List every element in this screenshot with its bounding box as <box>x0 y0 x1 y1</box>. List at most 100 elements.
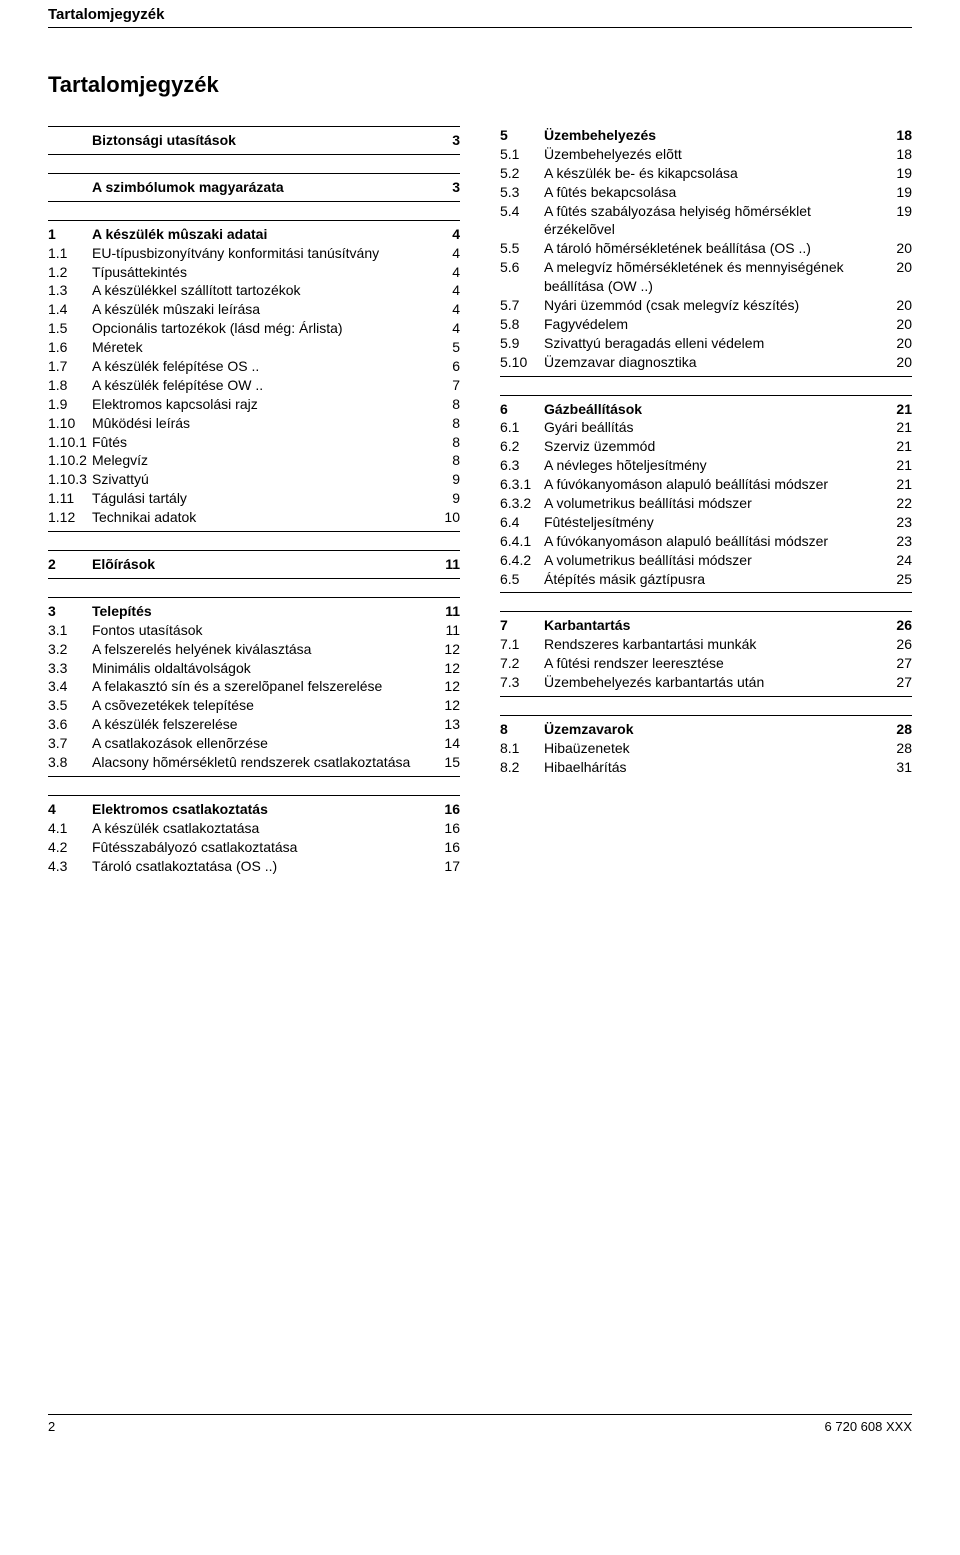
page-footer: 2 6 720 608 XXX <box>48 1414 912 1434</box>
toc-entry-page: 11 <box>432 621 460 640</box>
toc-entry-title: Karbantartás <box>544 616 884 635</box>
toc-row: 7.2A fûtési rendszer leeresztése27 <box>500 654 912 673</box>
toc-entry-number: 5.5 <box>500 239 544 258</box>
toc-entry-title: Alacsony hõmérsékletû rendszerek csatlak… <box>92 753 432 772</box>
toc-row: 3.5A csõvezetékek telepítése12 <box>48 696 460 715</box>
toc-entry-page: 16 <box>432 819 460 838</box>
toc-section: 3Telepítés113.1Fontos utasítások113.2A f… <box>48 597 460 777</box>
toc-left-column: Biztonsági utasítások3 A szimbólumok magy… <box>48 126 460 894</box>
toc-entry-page: 4 <box>432 281 460 300</box>
toc-entry-number: 6.3.1 <box>500 475 544 494</box>
toc-entry-title: A felakasztó sín és a szerelõpanel felsz… <box>92 677 432 696</box>
toc-row: 5.6A melegvíz hõmérsékletének és mennyis… <box>500 258 912 296</box>
toc-entry-page: 20 <box>884 239 912 258</box>
toc-row: 5Üzembehelyezés18 <box>500 126 912 145</box>
toc-row: 4.3Tároló csatlakoztatása (OS ..)17 <box>48 857 460 876</box>
toc-row: 4.1A készülék csatlakoztatása16 <box>48 819 460 838</box>
toc-entry-page: 20 <box>884 296 912 315</box>
toc-entry-number: 5.4 <box>500 202 544 221</box>
toc-entry-page: 9 <box>432 489 460 508</box>
toc-entry-number: 1.10 <box>48 414 92 433</box>
toc-entry-page: 28 <box>884 739 912 758</box>
toc-entry-number: 1.7 <box>48 357 92 376</box>
toc-entry-title: Elektromos kapcsolási rajz <box>92 395 432 414</box>
toc-entry-number: 4.1 <box>48 819 92 838</box>
toc-entry-title: Tágulási tartály <box>92 489 432 508</box>
toc-entry-number: 6.4 <box>500 513 544 532</box>
toc-entry-number: 5.10 <box>500 353 544 372</box>
toc-entry-page: 21 <box>884 475 912 494</box>
toc-entry-title: A készülék be- és kikapcsolása <box>544 164 884 183</box>
toc-entry-title: Elõírások <box>92 555 432 574</box>
toc-entry-page: 26 <box>884 616 912 635</box>
toc-entry-title: A készülék felépítése OW .. <box>92 376 432 395</box>
toc-entry-number: 1.5 <box>48 319 92 338</box>
toc-row: 4.2Fûtésszabályozó csatlakoztatása16 <box>48 838 460 857</box>
toc-entry-page: 19 <box>884 164 912 183</box>
toc-entry-page: 15 <box>432 753 460 772</box>
toc-entry-page: 18 <box>884 145 912 164</box>
toc-row: 3.4A felakasztó sín és a szerelõpanel fe… <box>48 677 460 696</box>
toc-columns: Biztonsági utasítások3 A szimbólumok magy… <box>48 126 912 894</box>
toc-entry-page: 4 <box>432 244 460 263</box>
toc-section: 5Üzembehelyezés185.1Üzembehelyezés elõtt… <box>500 126 912 377</box>
toc-row: 6.3.1A fúvókanyomáson alapuló beállítási… <box>500 475 912 494</box>
toc-entry-title: Biztonsági utasítások <box>92 131 432 150</box>
toc-entry-title: A csatlakozások ellenõrzése <box>92 734 432 753</box>
toc-row: 3Telepítés11 <box>48 602 460 621</box>
toc-entry-page: 20 <box>884 315 912 334</box>
toc-row: 1A készülék mûszaki adatai4 <box>48 225 460 244</box>
toc-entry-number: 1.2 <box>48 263 92 282</box>
toc-row: Biztonsági utasítások3 <box>48 131 460 150</box>
toc-entry-page: 19 <box>884 183 912 202</box>
toc-entry-title: Fontos utasítások <box>92 621 432 640</box>
footer-doc-id: 6 720 608 XXX <box>825 1419 912 1434</box>
toc-entry-title: Méretek <box>92 338 432 357</box>
toc-row: 6.4.1A fúvókanyomáson alapuló beállítási… <box>500 532 912 551</box>
toc-row: 6.3A névleges hõteljesítmény21 <box>500 456 912 475</box>
toc-entry-page: 20 <box>884 353 912 372</box>
toc-entry-page: 4 <box>432 263 460 282</box>
toc-row: 2Elõírások11 <box>48 555 460 574</box>
toc-entry-number: 2 <box>48 555 92 574</box>
toc-entry-number: 4 <box>48 800 92 819</box>
toc-entry-page: 21 <box>884 456 912 475</box>
toc-row: 5.7Nyári üzemmód (csak melegvíz készítés… <box>500 296 912 315</box>
toc-entry-title: A fûtés bekapcsolása <box>544 183 884 202</box>
toc-section: Biztonsági utasítások3 <box>48 126 460 155</box>
toc-entry-number: 7 <box>500 616 544 635</box>
toc-entry-title: Elektromos csatlakoztatás <box>92 800 432 819</box>
toc-entry-page: 12 <box>432 677 460 696</box>
toc-entry-number: 5 <box>500 126 544 145</box>
toc-entry-number: 6.3.2 <box>500 494 544 513</box>
toc-entry-number: 1.12 <box>48 508 92 527</box>
toc-row: 7.1Rendszeres karbantartási munkák26 <box>500 635 912 654</box>
toc-entry-page: 16 <box>432 800 460 819</box>
toc-entry-number: 5.6 <box>500 258 544 277</box>
toc-entry-page: 21 <box>884 400 912 419</box>
toc-entry-number: 5.9 <box>500 334 544 353</box>
toc-entry-title: Üzemzavarok <box>544 720 884 739</box>
toc-row: 1.12Technikai adatok10 <box>48 508 460 527</box>
toc-entry-title: Szerviz üzemmód <box>544 437 884 456</box>
toc-entry-title: EU-típusbizonyítvány konformitási tanúsí… <box>92 244 432 263</box>
toc-row: A szimbólumok magyarázata3 <box>48 178 460 197</box>
toc-row: 5.5A tároló hõmérsékletének beállítása (… <box>500 239 912 258</box>
toc-section: 1A készülék mûszaki adatai41.1EU-típusbi… <box>48 220 460 532</box>
toc-row: 8.1Hibaüzenetek28 <box>500 739 912 758</box>
toc-entry-title: A készülék felépítése OS .. <box>92 357 432 376</box>
toc-row: 1.11Tágulási tartály9 <box>48 489 460 508</box>
toc-entry-number: 6 <box>500 400 544 419</box>
toc-entry-title: A névleges hõteljesítmény <box>544 456 884 475</box>
toc-section: 2Elõírások11 <box>48 550 460 579</box>
footer-page-number: 2 <box>48 1419 55 1434</box>
toc-entry-title: Átépítés másik gáztípusra <box>544 570 884 589</box>
toc-entry-title: Üzembehelyezés karbantartás után <box>544 673 884 692</box>
toc-entry-number: 6.4.2 <box>500 551 544 570</box>
toc-row: 1.3A készülékkel szállított tartozékok4 <box>48 281 460 300</box>
toc-entry-number: 6.1 <box>500 418 544 437</box>
toc-entry-number: 7.3 <box>500 673 544 692</box>
toc-entry-title: A készülékkel szállított tartozékok <box>92 281 432 300</box>
toc-row: 6.5Átépítés másik gáztípusra25 <box>500 570 912 589</box>
toc-entry-number: 6.4.1 <box>500 532 544 551</box>
